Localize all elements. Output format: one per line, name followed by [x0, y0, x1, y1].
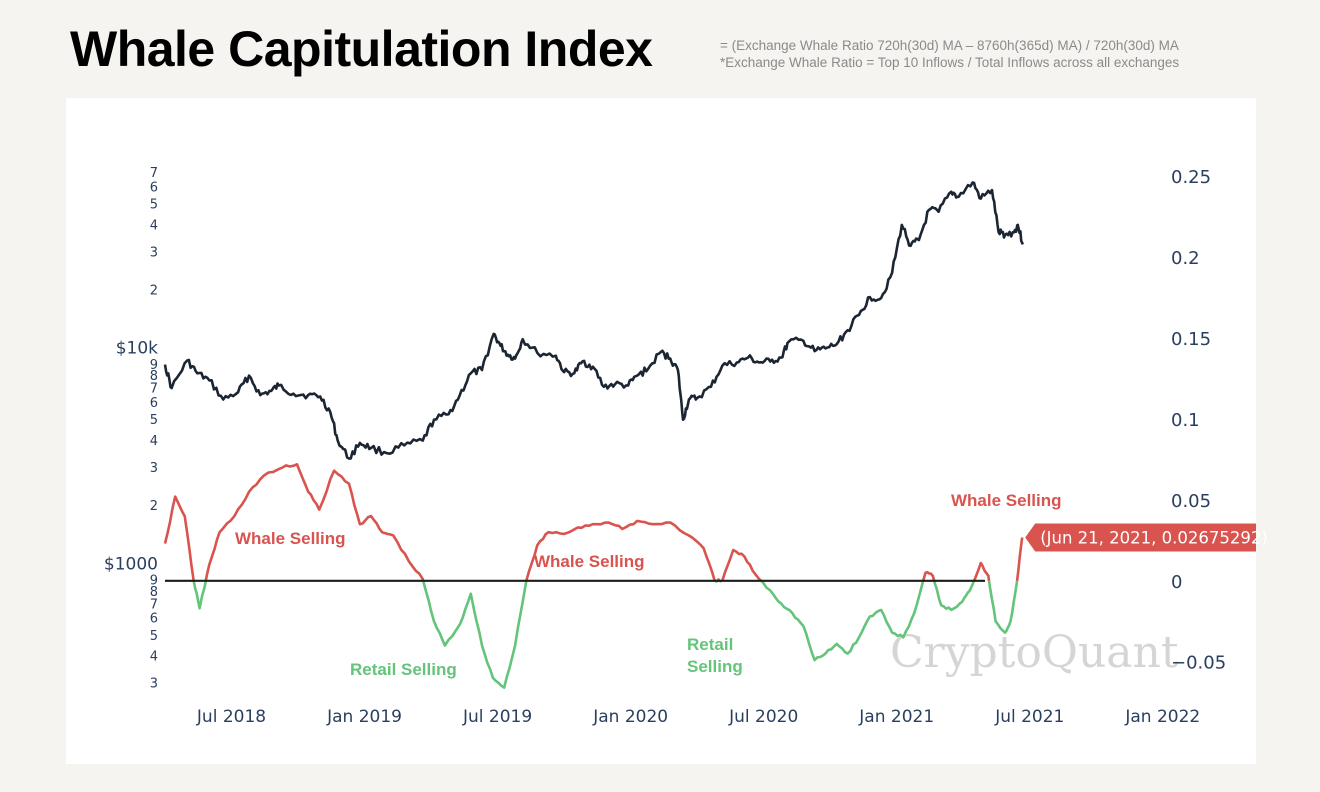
y-left-minor-tick: 4 [150, 434, 158, 449]
whale-selling-segment [721, 548, 762, 582]
chart-panel [66, 98, 1256, 764]
y-right-tick: 0.15 [1171, 329, 1211, 350]
y-left-minor-tick: 2 [150, 499, 158, 514]
y-left-minor-tick: 4 [150, 650, 158, 665]
chart-title: Whale Capitulation Index [70, 21, 653, 77]
x-tick: Jan 2019 [326, 707, 402, 727]
retail-selling-segment [421, 580, 528, 689]
retail-selling-label: Retail Selling [687, 635, 743, 676]
whale-selling-label: Whale Selling [951, 491, 1062, 510]
whale-selling-segment [204, 462, 425, 582]
retail-selling-segment [987, 580, 1019, 634]
y-left-minor-tick: 7 [150, 597, 158, 612]
x-tick: Jan 2020 [592, 707, 668, 727]
y-left-major-tick: $1000 [104, 554, 158, 574]
y-left-minor-tick: 3 [150, 245, 158, 260]
whale-selling-label: Whale Selling [534, 552, 645, 571]
y-left-major-tick: $10k [116, 339, 158, 359]
y-left-minor-tick: 7 [150, 382, 158, 397]
y-left-minor-tick: 3 [150, 461, 158, 476]
formula-note: = (Exchange Whale Ratio 720h(30d) MA – 8… [720, 37, 1179, 71]
retail-selling-segment [192, 580, 208, 610]
y-right-tick: 0 [1171, 572, 1182, 593]
y-left-minor-tick: 9 [150, 574, 158, 589]
x-tick: Jul 2019 [462, 707, 532, 727]
y-left-minor-tick: 2 [150, 283, 158, 298]
x-tick: Jul 2018 [196, 707, 266, 727]
hover-tooltip-box [1025, 523, 1256, 552]
formula-line-1: = (Exchange Whale Ratio 720h(30d) MA – 8… [720, 38, 1179, 53]
x-tick: Jan 2021 [858, 707, 934, 727]
retail-selling-label: Retail Selling [350, 660, 457, 679]
watermark: CryptoQuant [890, 627, 1179, 678]
y-left-minor-tick: 8 [150, 585, 158, 600]
x-tick: Jul 2021 [994, 707, 1064, 727]
retail-selling-label-line: Selling [687, 657, 743, 676]
formula-line-2: *Exchange Whale Ratio = Top 10 Inflows /… [720, 55, 1180, 70]
y-left-minor-tick: 6 [150, 612, 158, 627]
y-left-minor-tick: 8 [150, 369, 158, 384]
whale-selling-segment [525, 519, 716, 582]
y-right-tick: −0.05 [1171, 653, 1226, 674]
retail-selling-label-line: Retail [687, 635, 733, 654]
y-left-minor-tick: 7 [150, 166, 158, 181]
y-left-minor-tick: 5 [150, 629, 158, 644]
y-right-tick: 0.2 [1171, 248, 1200, 269]
whale-selling-segment [163, 495, 195, 581]
y-right-tick: 0.1 [1171, 410, 1200, 431]
retail-selling-segment [932, 580, 976, 612]
y-left-minor-tick: 9 [150, 358, 158, 373]
x-tick: Jul 2020 [728, 707, 798, 727]
whale-selling-segment [972, 561, 991, 582]
y-left-minor-tick: 4 [150, 218, 158, 233]
btc-price-line [163, 181, 1025, 460]
x-tick: Jan 2022 [1124, 707, 1200, 727]
whale-selling-segment [1015, 537, 1024, 581]
y-left-minor-tick: 3 [150, 677, 158, 692]
whale-selling-label: Whale Selling [235, 529, 346, 548]
y-left-minor-tick: 6 [150, 180, 158, 195]
whale-selling-segment [921, 570, 936, 582]
y-left-minor-tick: 6 [150, 396, 158, 411]
y-right-tick: 0.05 [1171, 491, 1211, 512]
y-right-tick: 0.25 [1171, 167, 1211, 188]
retail-selling-segment [760, 579, 925, 662]
y-left-minor-tick: 5 [150, 198, 158, 213]
y-left-minor-tick: 5 [150, 413, 158, 428]
hover-tooltip-text: (Jun 21, 2021, 0.02675292) [1040, 529, 1268, 548]
